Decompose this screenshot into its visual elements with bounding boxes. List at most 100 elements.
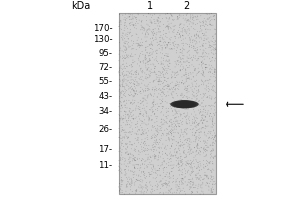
- Point: [174, 33, 179, 36]
- Point: [200, 56, 205, 59]
- Point: [189, 185, 194, 189]
- Point: [200, 121, 205, 124]
- Point: [199, 55, 204, 58]
- Point: [147, 116, 152, 120]
- Point: [163, 32, 168, 35]
- Point: [173, 110, 178, 113]
- Point: [156, 30, 161, 33]
- Point: [140, 44, 145, 47]
- Point: [187, 43, 192, 46]
- Point: [145, 76, 150, 79]
- Point: [117, 100, 122, 103]
- Point: [210, 72, 215, 75]
- Point: [181, 112, 186, 115]
- Point: [213, 101, 218, 104]
- Point: [153, 134, 158, 137]
- Point: [171, 44, 176, 47]
- Point: [178, 69, 182, 72]
- Point: [174, 84, 179, 87]
- Point: [140, 162, 145, 166]
- Point: [168, 41, 172, 44]
- Point: [175, 157, 180, 160]
- Point: [171, 135, 176, 138]
- Point: [142, 143, 147, 147]
- Point: [203, 111, 208, 114]
- Point: [160, 44, 164, 47]
- Point: [164, 71, 169, 74]
- Point: [147, 25, 152, 28]
- Point: [154, 140, 158, 143]
- Point: [155, 18, 160, 21]
- Point: [209, 97, 214, 100]
- Point: [127, 46, 131, 49]
- Point: [186, 18, 191, 22]
- Point: [123, 42, 128, 45]
- Point: [177, 16, 182, 19]
- Point: [162, 88, 167, 91]
- Point: [208, 160, 213, 163]
- Point: [194, 85, 199, 88]
- Point: [131, 117, 136, 120]
- Point: [191, 16, 196, 19]
- Point: [141, 104, 146, 107]
- Point: [164, 46, 168, 49]
- Point: [188, 178, 192, 181]
- Point: [198, 174, 203, 177]
- Point: [157, 74, 161, 77]
- Point: [117, 67, 122, 71]
- Point: [120, 54, 125, 58]
- Point: [191, 181, 196, 184]
- Point: [143, 75, 148, 79]
- Point: [141, 60, 146, 63]
- Point: [160, 185, 165, 188]
- Point: [172, 73, 177, 77]
- Point: [203, 124, 208, 128]
- Point: [167, 47, 172, 50]
- Point: [136, 73, 141, 76]
- Point: [120, 72, 125, 75]
- Point: [192, 122, 197, 125]
- Point: [188, 57, 193, 60]
- Point: [145, 136, 149, 139]
- Point: [173, 82, 178, 86]
- Point: [203, 105, 208, 108]
- Point: [176, 185, 181, 188]
- Point: [195, 22, 200, 25]
- Point: [208, 78, 212, 81]
- Point: [145, 94, 150, 97]
- Point: [143, 46, 148, 49]
- Point: [161, 57, 166, 60]
- Point: [184, 13, 189, 16]
- Point: [162, 93, 167, 96]
- Point: [172, 125, 177, 128]
- Point: [205, 111, 210, 115]
- Point: [188, 166, 193, 169]
- Point: [168, 131, 173, 134]
- Point: [203, 154, 208, 158]
- Point: [122, 92, 127, 95]
- Point: [193, 39, 197, 42]
- Point: [150, 188, 155, 191]
- Point: [126, 153, 131, 156]
- Point: [158, 30, 163, 33]
- Point: [131, 95, 136, 98]
- Point: [188, 147, 192, 150]
- Point: [126, 37, 131, 41]
- Point: [201, 24, 206, 27]
- Point: [129, 115, 134, 118]
- Point: [200, 20, 205, 23]
- Point: [213, 134, 218, 137]
- Point: [194, 36, 199, 39]
- Point: [145, 31, 149, 34]
- Point: [164, 47, 168, 50]
- Point: [187, 32, 192, 35]
- Point: [203, 148, 208, 151]
- Point: [211, 35, 215, 38]
- Point: [136, 82, 140, 85]
- Point: [167, 161, 171, 164]
- Point: [194, 40, 199, 43]
- Point: [180, 68, 185, 71]
- Point: [195, 102, 200, 105]
- Point: [169, 144, 174, 148]
- Point: [175, 43, 180, 46]
